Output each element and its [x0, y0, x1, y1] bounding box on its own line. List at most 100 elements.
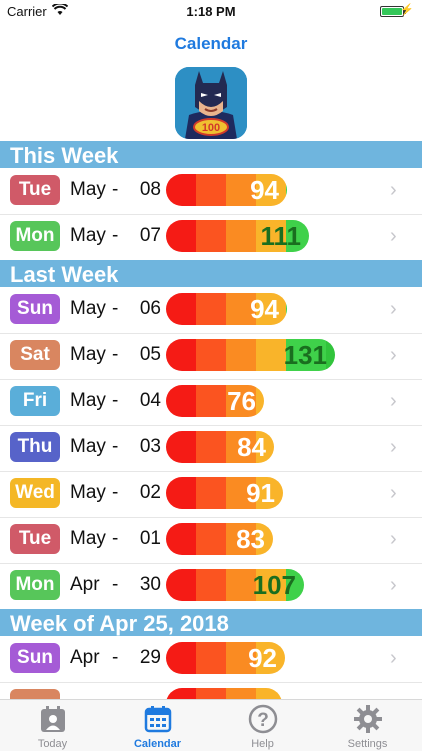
tab-today[interactable]: Today: [0, 700, 105, 751]
score-value: 107: [252, 570, 296, 600]
calendar-row[interactable]: Wed May -02 91 ›: [0, 471, 422, 518]
tab-label: Calendar: [133, 738, 182, 750]
month-label: May: [70, 344, 106, 365]
tab-help[interactable]: ? Help: [210, 700, 315, 751]
logo-badge-text: 100: [202, 122, 220, 134]
month-label: May: [70, 528, 106, 549]
score-bar-segment: [226, 431, 256, 463]
score-bar-segment: [196, 174, 226, 206]
section-title: Last Week: [10, 262, 119, 287]
score-bar-segment: [196, 642, 226, 674]
score-bar-segment: [196, 688, 226, 699]
score-bar-segment: [196, 569, 226, 601]
date-number: 02: [139, 482, 161, 503]
tab-settings[interactable]: Settings: [315, 700, 420, 751]
day-badge: Sat: [10, 340, 60, 370]
date-number: 29: [139, 647, 161, 668]
score-bar-segment: [226, 385, 256, 417]
carrier-label: Carrier: [7, 4, 47, 19]
date-separator: -: [112, 528, 119, 549]
help-icon: ?: [248, 704, 278, 734]
chevron-right-icon: ›: [390, 528, 397, 550]
date-separator: -: [112, 344, 119, 365]
score-bar-segment: [226, 642, 256, 674]
score-bar-segment: [166, 688, 196, 699]
score-bar-segment: [286, 569, 304, 601]
calendar-row[interactable]: Tue May -08 94 ›: [0, 168, 422, 215]
score-bar-segment: [326, 339, 335, 371]
calendar-row[interactable]: Mon May -07 111 ›: [0, 214, 422, 261]
date-number: 07: [139, 225, 161, 246]
tab-calendar[interactable]: Calendar: [105, 700, 210, 751]
app-logo: 100: [175, 67, 247, 139]
chevron-right-icon: ›: [390, 225, 397, 247]
score-bar: 131: [166, 339, 335, 371]
day-badge: Fri: [10, 386, 60, 416]
score-bar: 107: [166, 569, 304, 601]
tab-label: Settings: [347, 738, 388, 750]
score-bar-segment: [166, 385, 196, 417]
score-bar-segment: [226, 220, 256, 252]
chevron-right-icon: ›: [390, 390, 397, 412]
calendar-row[interactable]: Thu May -03 84 ›: [0, 425, 422, 472]
chevron-right-icon: ›: [390, 344, 397, 366]
score-bar-segment: [166, 174, 196, 206]
score-bar: 111: [166, 220, 309, 252]
score-bar-segment: [286, 174, 287, 206]
day-badge: Mon: [10, 570, 60, 600]
date-separator: -: [112, 390, 119, 411]
date-separator: -: [112, 647, 119, 668]
score-bar-segment: [286, 220, 309, 252]
month-label: Apr: [70, 647, 100, 668]
score-value: 131: [283, 340, 327, 370]
calendar-row[interactable]: Sun May -06 94 ›: [0, 287, 422, 334]
score-bar-segment: [166, 293, 196, 325]
day-badge: Sun: [10, 643, 60, 673]
calendar-row[interactable]: Sun Apr -29 92 ›: [0, 636, 422, 683]
day-badge: Wed: [10, 478, 60, 508]
month-label: May: [70, 179, 106, 200]
month-label: May: [70, 225, 106, 246]
calendar-list[interactable]: This Week Tue May -08 94 › Mon May -07 111 › Last W…: [0, 141, 422, 699]
score-bar-segment: [166, 477, 196, 509]
date-number: 08: [139, 179, 161, 200]
date-separator: -: [112, 436, 119, 457]
clock: 1:18 PM: [186, 4, 236, 19]
score-bar-segment: [256, 688, 282, 699]
battery-icon: [380, 6, 406, 17]
calendar-row[interactable]: Tue May -01 83 ›: [0, 517, 422, 564]
score-bar-segment: [196, 385, 226, 417]
score-bar-segment: [256, 477, 283, 509]
calendar-row[interactable]: ›: [0, 682, 422, 699]
score-bar-segment: [286, 293, 287, 325]
score-bar-segment: [226, 174, 256, 206]
score-bar: 94: [166, 293, 287, 325]
score-bar-segment: [286, 339, 326, 371]
score-bar-segment: [256, 385, 264, 417]
score-bar-segment: [196, 477, 226, 509]
score-value: 111: [260, 221, 301, 251]
day-badge: Thu: [10, 432, 60, 462]
score-value: 94: [250, 294, 279, 324]
chevron-right-icon: ›: [390, 693, 397, 699]
status-bar: Carrier 1:18 PM ⚡: [0, 0, 422, 22]
calendar-row[interactable]: Mon Apr -30 107 ›: [0, 563, 422, 610]
month-label: Apr: [70, 574, 100, 595]
score-bar-segment: [226, 569, 256, 601]
score-value: 76: [227, 386, 256, 416]
score-bar-segment: [196, 220, 226, 252]
score-bar-segment: [256, 569, 286, 601]
score-value: 92: [248, 643, 277, 673]
score-bar-segment: [196, 293, 226, 325]
score-bar: 76: [166, 385, 264, 417]
calendar-row[interactable]: Sat May -05 131 ›: [0, 333, 422, 380]
score-bar-segment: [166, 431, 196, 463]
date-number: 30: [139, 574, 161, 595]
calendar-row[interactable]: Fri May -04 76 ›: [0, 379, 422, 426]
chevron-right-icon: ›: [390, 179, 397, 201]
score-bar-segment: [256, 339, 286, 371]
score-bar-segment: [256, 431, 274, 463]
score-bar: 94: [166, 174, 287, 206]
score-bar-segment: [196, 431, 226, 463]
score-bar-segment: [226, 688, 256, 699]
